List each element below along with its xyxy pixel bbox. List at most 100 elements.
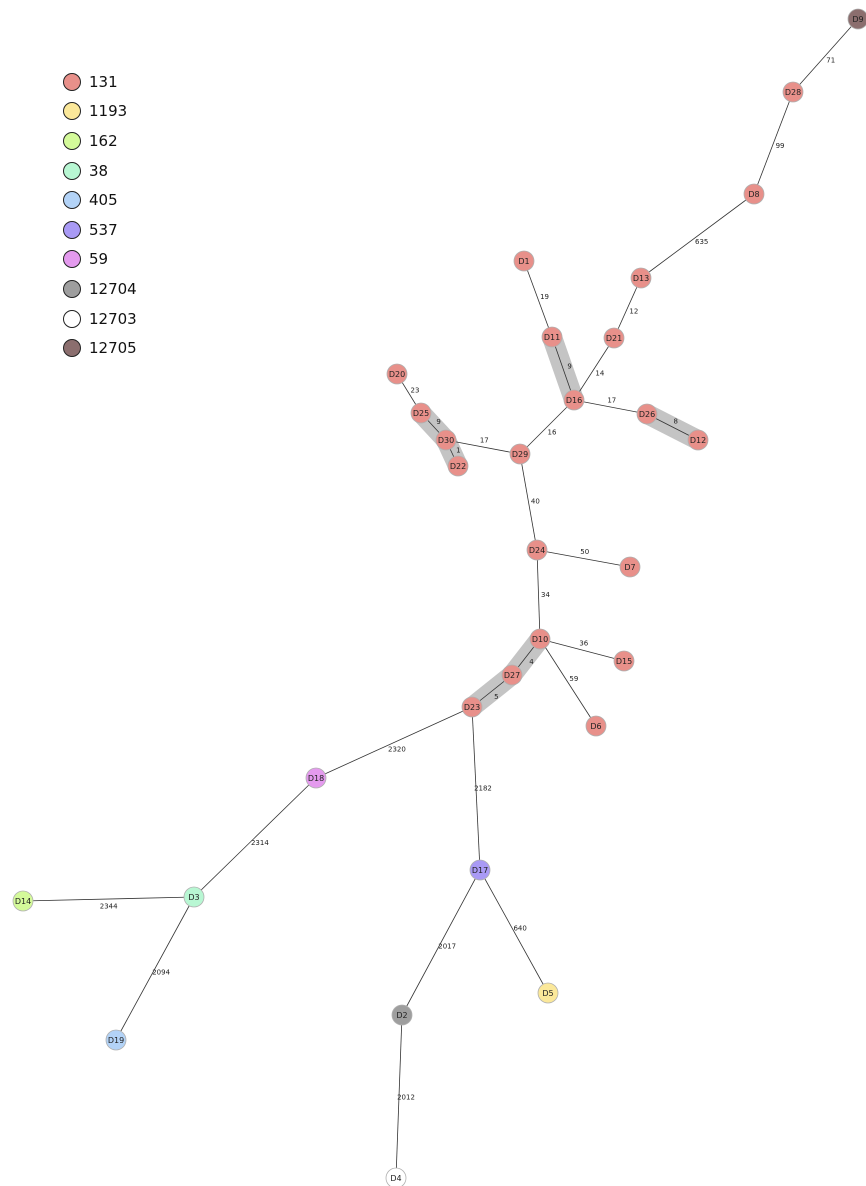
edge-label: 2314 [251, 839, 269, 847]
node-d16[interactable]: D16 [563, 389, 585, 411]
legend-label: 162 [89, 131, 118, 150]
node-label: D9 [852, 15, 863, 24]
node-label: D25 [413, 409, 429, 418]
node-d15[interactable]: D15 [613, 650, 635, 672]
legend-item: 537 [63, 215, 137, 245]
node-label: D21 [606, 334, 622, 343]
node-d6[interactable]: D6 [585, 715, 607, 737]
legend-swatch [63, 279, 81, 298]
edge-D10-D6 [539, 638, 597, 727]
node-d22[interactable]: D22 [447, 455, 469, 477]
node-d26[interactable]: D26 [636, 403, 658, 425]
edge-D28-D8 [753, 91, 794, 195]
legend-swatch [63, 191, 81, 210]
node-layer: D1 D2 D3 D4 D5 D6 D7 D8 D9 D10 D11 D12 D13 D14 D15 D16 D… [12, 8, 866, 1186]
node-circle [461, 696, 483, 718]
node-circle [619, 556, 641, 578]
node-circle [385, 1167, 407, 1186]
edge-D9-D28 [792, 18, 859, 93]
node-circle [469, 859, 491, 881]
legend-label: 12703 [89, 309, 137, 328]
edge-label: 23 [411, 386, 420, 394]
node-d25[interactable]: D25 [410, 402, 432, 424]
legend-item: 38 [63, 156, 137, 186]
node-circle [541, 326, 563, 348]
node-label: D24 [529, 546, 545, 555]
node-d23[interactable]: D23 [461, 696, 483, 718]
node-circle [630, 267, 652, 289]
legend-swatch [63, 161, 81, 180]
edge-label: 1 [456, 447, 460, 455]
node-d30[interactable]: D30 [435, 429, 457, 451]
node-d14[interactable]: D14 [12, 890, 34, 912]
node-circle [529, 628, 551, 650]
edge-label: 640 [513, 925, 526, 933]
node-label: D8 [748, 190, 759, 199]
edge-D16-D29 [519, 399, 575, 455]
node-circle [563, 389, 585, 411]
node-d11[interactable]: D11 [541, 326, 563, 348]
node-d20[interactable]: D20 [386, 363, 408, 385]
node-label: D15 [616, 657, 632, 666]
legend-swatch [63, 250, 81, 269]
node-label: D4 [390, 1174, 401, 1183]
legend-label: 537 [89, 220, 118, 239]
node-d8[interactable]: D8 [743, 183, 765, 205]
node-d9[interactable]: D9 [847, 8, 866, 30]
node-d29[interactable]: D29 [509, 443, 531, 465]
edge-label: 17 [607, 397, 616, 405]
edge-D24-D7 [536, 549, 631, 568]
node-circle [12, 890, 34, 912]
legend-item: 12705 [63, 333, 137, 363]
node-d10[interactable]: D10 [529, 628, 551, 650]
node-d21[interactable]: D21 [603, 327, 625, 349]
node-d27[interactable]: D27 [501, 664, 523, 686]
node-label: D11 [544, 333, 560, 342]
node-circle [386, 363, 408, 385]
node-label: D30 [438, 436, 454, 445]
node-label: D22 [450, 462, 466, 471]
node-circle [105, 1029, 127, 1051]
node-label: D6 [590, 722, 601, 731]
node-d17[interactable]: D17 [469, 859, 491, 881]
edge-label-layer: 71 99 635 12 14 19 9 17 8 16 23 9 1 17 40 50 34 36 59 4 5 232… [100, 57, 835, 1102]
node-label: D13 [633, 274, 649, 283]
node-circle [305, 767, 327, 789]
edge-label: 59 [569, 675, 578, 683]
node-label: D16 [566, 396, 582, 405]
node-circle [743, 183, 765, 205]
node-d28[interactable]: D28 [782, 81, 804, 103]
edge-D30-D29 [445, 439, 521, 455]
node-d13[interactable]: D13 [630, 267, 652, 289]
node-d4[interactable]: D4 [385, 1167, 407, 1186]
node-d18[interactable]: D18 [305, 767, 327, 789]
edge-layer [22, 18, 859, 1179]
edge-label: 19 [540, 293, 549, 301]
edge-D18-D3 [193, 777, 317, 898]
node-label: D3 [188, 893, 199, 902]
edge-D17-D5 [479, 869, 549, 994]
node-d2[interactable]: D2 [391, 1004, 413, 1026]
edge-D23-D17 [471, 706, 481, 871]
node-label: D7 [624, 563, 635, 572]
legend-label: 405 [89, 191, 118, 210]
node-label: D28 [785, 88, 801, 97]
node-d19[interactable]: D19 [105, 1029, 127, 1051]
node-d7[interactable]: D7 [619, 556, 641, 578]
node-label: D27 [504, 671, 520, 680]
edge-label: 4 [529, 658, 534, 666]
node-d3[interactable]: D3 [183, 886, 205, 908]
legend-item: 162 [63, 126, 137, 156]
legend-label: 1193 [89, 102, 128, 121]
legend-label: 59 [89, 250, 109, 269]
node-label: D20 [389, 370, 405, 379]
node-d24[interactable]: D24 [526, 539, 548, 561]
edge-label: 34 [541, 591, 550, 599]
node-d12[interactable]: D12 [687, 429, 709, 451]
node-d5[interactable]: D5 [537, 982, 559, 1004]
legend-swatch [63, 309, 81, 328]
node-circle [613, 650, 635, 672]
node-d1[interactable]: D1 [513, 250, 535, 272]
legend-swatch [63, 220, 81, 239]
legend-label: 12704 [89, 279, 137, 298]
